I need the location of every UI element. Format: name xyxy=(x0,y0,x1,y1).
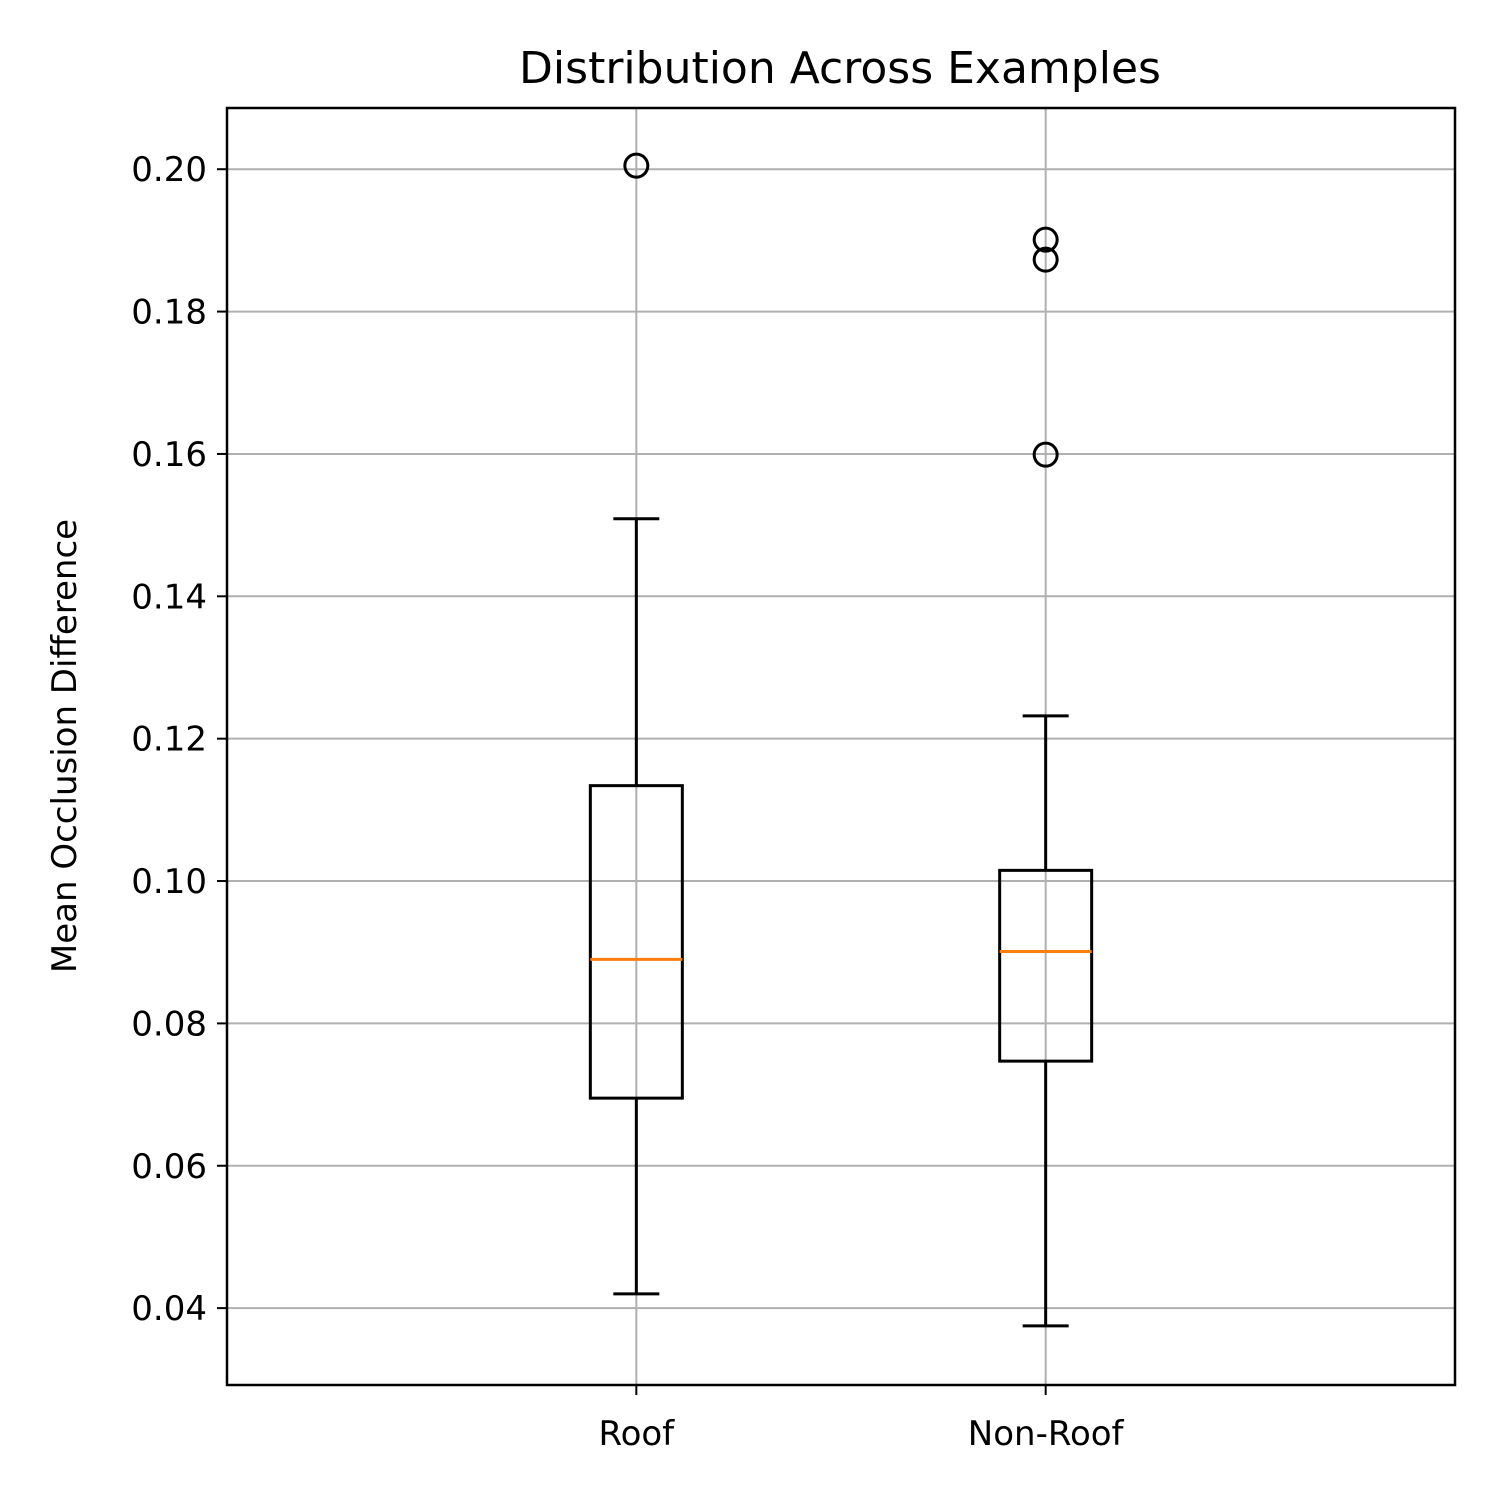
plot-area xyxy=(588,152,1094,1328)
box-group xyxy=(998,226,1094,1328)
y-tick-label: 0.10 xyxy=(131,862,207,902)
x-tick-label: Non-Roof xyxy=(968,1414,1125,1454)
plot-frame xyxy=(225,106,1457,1387)
y-tick-label: 0.04 xyxy=(131,1289,207,1329)
outlier-point xyxy=(623,152,650,179)
y-tick-label: 0.08 xyxy=(131,1004,207,1044)
outlier-point xyxy=(1032,441,1059,468)
box-group xyxy=(588,152,684,1296)
outlier-point xyxy=(1032,226,1059,253)
outlier-point xyxy=(1032,246,1059,273)
y-tick-label: 0.16 xyxy=(131,435,207,475)
iqr-box xyxy=(998,868,1094,1063)
y-axis-label: Mean Occlusion Difference xyxy=(45,519,85,973)
chart-title: Distribution Across Examples xyxy=(519,43,1161,94)
y-tick-label: 0.12 xyxy=(131,720,207,760)
y-tick-label: 0.14 xyxy=(131,577,207,617)
y-tick-label: 0.18 xyxy=(131,293,207,333)
y-tick-label: 0.06 xyxy=(131,1147,207,1187)
iqr-box xyxy=(588,784,684,1100)
y-tick-label: 0.20 xyxy=(131,150,207,190)
x-tick-label: Roof xyxy=(598,1414,675,1454)
grid-lines xyxy=(227,108,1455,1385)
axes: 0.04 0.06 0.08 0.10 0.12 0.14 0.16 0.18 0.20 Roof… xyxy=(131,106,1457,1454)
